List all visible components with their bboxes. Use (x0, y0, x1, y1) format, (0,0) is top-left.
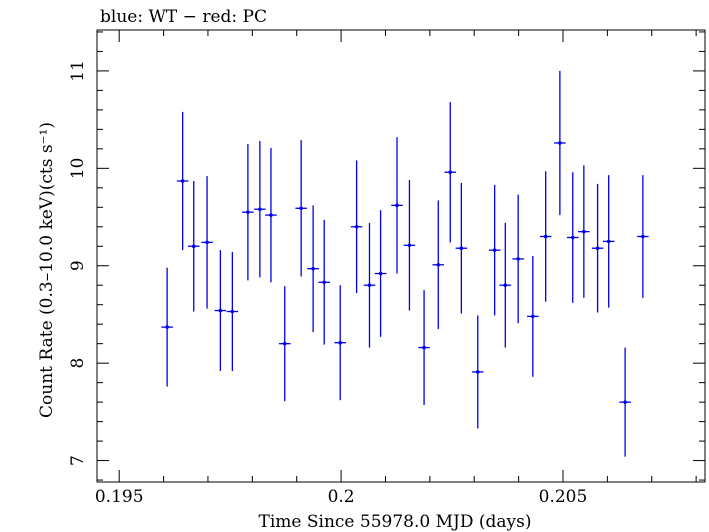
data-point (242, 143, 254, 281)
plot-frame (96, 29, 706, 483)
point-marker (531, 314, 535, 319)
data-point (472, 315, 484, 429)
point-marker (407, 243, 412, 248)
y-axis-label: Count Rate (0.3–10.0 keV)(cts s⁻¹) (37, 122, 57, 418)
axis-tick-labels: 0.195 0.2 0.205 7 8 9 10 11 (68, 60, 587, 507)
data-point (578, 165, 590, 298)
point-marker (367, 283, 372, 288)
point-marker (395, 203, 399, 208)
data-point (307, 205, 319, 332)
point-marker (378, 271, 383, 276)
y-tick-label: 11 (68, 60, 88, 82)
point-marker (582, 229, 586, 234)
y-tick-label: 10 (68, 158, 88, 180)
data-point (418, 290, 430, 406)
point-marker (516, 257, 520, 261)
data-point (539, 171, 552, 302)
data-point (254, 141, 266, 278)
data-point (214, 250, 227, 371)
point-marker (459, 246, 464, 251)
data-point (403, 180, 416, 311)
point-marker (623, 400, 627, 404)
data-point (226, 252, 239, 371)
data-point (602, 175, 615, 308)
data-point (444, 102, 457, 243)
y-tick-label: 8 (68, 358, 88, 369)
data-point (391, 137, 403, 274)
data-point (455, 182, 468, 314)
point-marker (436, 262, 441, 267)
data-point (488, 184, 501, 316)
data-point (566, 172, 579, 303)
point-marker (475, 370, 480, 374)
point-marker (311, 266, 315, 271)
axis-ticks (97, 30, 705, 482)
point-marker (246, 210, 250, 214)
point-marker (570, 235, 575, 240)
point-marker (641, 234, 645, 239)
data-point (334, 285, 346, 401)
data-point (499, 222, 512, 348)
x-tick-label: 0.2 (328, 487, 355, 507)
data-point (350, 160, 363, 294)
data-point (318, 219, 330, 345)
x-axis-label: Time Since 55978.0 MJD (days) (259, 512, 532, 532)
data-point (295, 140, 307, 277)
point-marker (230, 309, 235, 314)
data-point (619, 347, 631, 457)
point-marker (422, 345, 426, 350)
point-marker (165, 325, 169, 329)
point-marker (606, 239, 611, 244)
y-tick-label: 7 (68, 455, 88, 466)
point-marker (205, 240, 209, 245)
point-marker (191, 244, 196, 249)
data-point (512, 194, 524, 324)
data-point (363, 222, 376, 348)
x-tick-label: 0.205 (539, 487, 588, 507)
data-point (176, 111, 189, 251)
y-tick-label: 9 (68, 260, 88, 271)
point-marker (503, 283, 508, 288)
point-marker (282, 341, 287, 346)
point-marker (218, 308, 223, 313)
point-marker (258, 207, 262, 212)
data-point (265, 147, 277, 283)
data-point (374, 210, 387, 337)
point-marker (299, 206, 303, 211)
data-point (527, 256, 539, 377)
x-tick-label: 0.195 (95, 487, 144, 507)
point-marker (180, 179, 185, 183)
data-point (201, 176, 213, 309)
point-marker (448, 170, 453, 175)
data-point (554, 70, 566, 216)
point-marker (354, 224, 359, 229)
data-point (187, 180, 200, 312)
data-point (278, 286, 291, 402)
point-marker (558, 141, 562, 145)
point-marker (492, 248, 497, 252)
data-point (161, 267, 173, 387)
point-marker (338, 340, 343, 345)
point-marker (543, 234, 548, 239)
chart-title: blue: WT − red: PC (100, 7, 267, 27)
data-point (591, 183, 604, 313)
point-marker (269, 213, 273, 217)
point-marker (595, 246, 600, 251)
data-points (161, 70, 649, 457)
data-point (432, 200, 445, 330)
data-point (637, 175, 649, 298)
point-marker (322, 280, 327, 285)
